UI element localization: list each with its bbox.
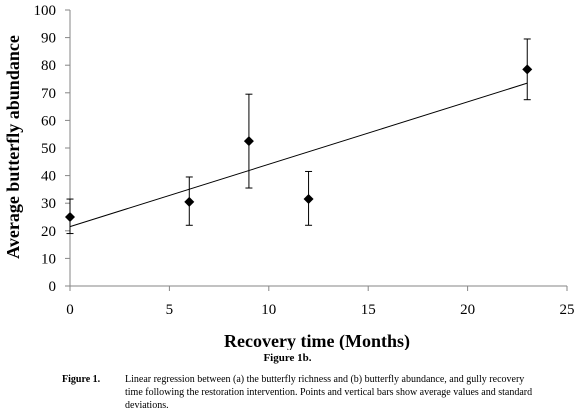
y-tick-label: 10 <box>41 251 56 267</box>
caption-text: Linear regression between (a) the butter… <box>125 374 533 411</box>
y-tick-label: 90 <box>41 31 56 47</box>
x-tick-label: 0 <box>66 302 74 318</box>
x-tick-label: 15 <box>361 302 376 318</box>
error-bars <box>66 38 531 235</box>
y-tick-label: 0 <box>49 279 57 295</box>
data-points <box>65 64 533 222</box>
regression-line <box>69 82 528 228</box>
y-tick-label: 70 <box>41 86 56 102</box>
y-axis-title: Average butterfly abundance <box>3 35 23 259</box>
figure-caption: Figure 1. Linear regression between (a) … <box>62 373 542 412</box>
y-tick-label: 100 <box>34 3 57 19</box>
data-point <box>303 194 314 205</box>
regression-group <box>69 82 528 228</box>
data-point <box>65 212 75 222</box>
chart: 0 10 20 30 40 50 60 70 80 90 100 0 5 10 15 20 25 Recover… <box>3 3 575 350</box>
y-tick-label: 40 <box>41 169 56 185</box>
caption-label: Figure 1. <box>62 374 101 385</box>
x-tick-label: 25 <box>560 302 575 318</box>
y-tick-label: 80 <box>41 58 56 74</box>
chart-axes <box>65 9 568 291</box>
y-tick-label: 20 <box>41 224 56 240</box>
data-point <box>522 64 533 75</box>
x-axis-title: Recovery time (Months) <box>224 331 410 350</box>
tick-labels: 0 10 20 30 40 50 60 70 80 90 100 0 5 10 15 20 25 <box>34 3 575 318</box>
y-tick-label: 50 <box>41 141 56 157</box>
x-tick-label: 10 <box>261 302 276 318</box>
data-point <box>184 196 195 207</box>
x-tick-label: 20 <box>460 302 475 318</box>
x-tick-label: 5 <box>166 302 174 318</box>
data-point <box>243 136 254 147</box>
y-tick-label: 30 <box>41 196 56 212</box>
y-tick-label: 60 <box>41 113 56 129</box>
figure-sub-label: Figure 1b. <box>263 352 312 364</box>
